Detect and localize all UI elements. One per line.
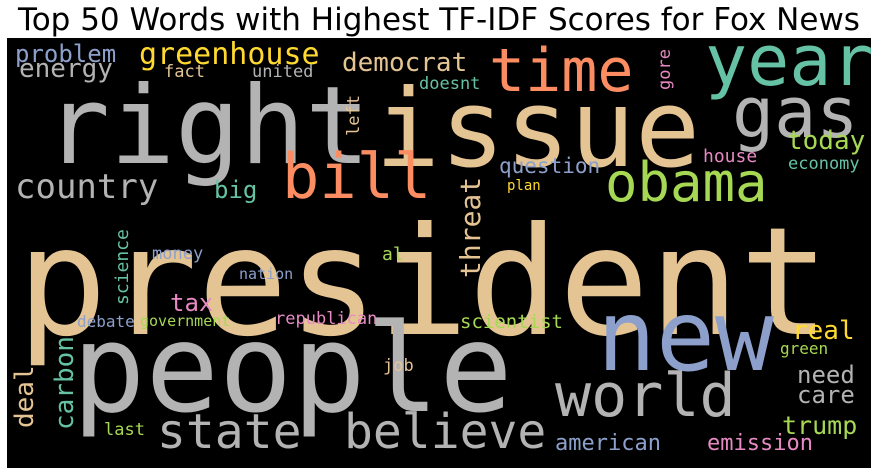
word-deal: deal	[10, 365, 40, 428]
word-threat: threat	[454, 176, 487, 278]
word-obama: obama	[605, 151, 768, 214]
word-care: care	[797, 381, 855, 409]
word-bill: bill	[282, 140, 432, 213]
word-real: real	[792, 316, 855, 346]
word-government: government	[140, 312, 231, 330]
word-energy: energy	[19, 54, 113, 84]
word-big: big	[214, 176, 258, 204]
word-last: last	[104, 420, 145, 440]
word-year: year	[705, 38, 871, 102]
chart-title: Top 50 Words with Highest TF-IDF Scores …	[18, 2, 860, 38]
word-cloud: president people right issue new year time worl…	[7, 38, 871, 468]
word-united: united	[252, 62, 314, 82]
word-debate: debate	[77, 312, 135, 331]
word-money: money	[152, 244, 204, 264]
word-left: left	[344, 95, 364, 136]
word-scientist: scientist	[460, 311, 563, 333]
word-need: need	[797, 361, 855, 389]
word-al: al	[382, 244, 404, 265]
word-economy: economy	[788, 154, 860, 174]
word-problem: problem	[15, 40, 117, 68]
word-democrat: democrat	[342, 48, 468, 78]
word-country: country	[15, 167, 159, 207]
word-new: new	[597, 280, 775, 394]
word-believe: believe	[344, 404, 547, 460]
word-question: question	[499, 154, 601, 178]
word-job: job	[383, 356, 414, 376]
word-today: today	[787, 126, 866, 156]
word-doesnt: doesnt	[419, 74, 481, 94]
word-trump: trump	[782, 411, 858, 440]
word-carbon: carbon	[50, 336, 80, 430]
word-people: people	[72, 298, 513, 440]
word-greenhouse: greenhouse	[139, 38, 320, 72]
word-house: house	[703, 146, 758, 167]
word-state: state	[157, 404, 302, 460]
word-plan: plan	[507, 178, 541, 194]
word-right: right	[45, 64, 371, 189]
word-republican: republican	[275, 309, 378, 329]
word-green: green	[780, 339, 829, 358]
word-issue: issue	[375, 67, 701, 192]
word-president: president	[17, 196, 830, 370]
word-american: american	[555, 431, 661, 456]
word-emission: emission	[707, 431, 813, 456]
word-nation: nation	[239, 265, 294, 283]
word-world: world	[555, 361, 736, 431]
word-science: science	[112, 229, 133, 305]
word-fact: fact	[164, 62, 205, 82]
word-time: time	[489, 38, 634, 106]
word-gore: gore	[655, 49, 675, 90]
word-tax: tax	[170, 289, 214, 317]
word-gas: gas	[732, 72, 859, 154]
